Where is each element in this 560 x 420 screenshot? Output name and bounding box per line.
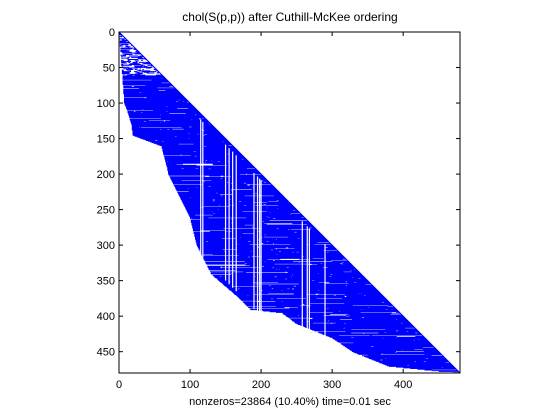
x-tick-label: 200 <box>252 379 270 391</box>
x-tick-label: 300 <box>323 379 341 391</box>
x-axis: 0 100 200 300 400 <box>116 32 412 391</box>
y-tick-label: 450 <box>97 347 115 359</box>
diagonal-entries <box>119 32 460 373</box>
chart-title: chol(S(p,p)) after Cuthill-McKee orderin… <box>182 10 397 24</box>
y-tick-label: 50 <box>103 63 115 75</box>
x-tick-label: 100 <box>181 379 199 391</box>
y-tick-label: 250 <box>97 205 115 217</box>
y-tick-label: 100 <box>97 98 115 110</box>
y-tick-label: 400 <box>97 311 115 323</box>
plot-frame <box>118 31 461 374</box>
x-tick-label: 0 <box>116 379 122 391</box>
y-tick-label: 300 <box>97 240 115 252</box>
x-axis-label: nonzeros=23864 (10.40%) time=0.01 sec <box>189 396 391 408</box>
x-tick-label: 400 <box>394 379 412 391</box>
nonzero-pattern <box>119 32 460 373</box>
y-tick-label: 150 <box>97 134 115 146</box>
y-tick-label: 200 <box>97 169 115 181</box>
y-tick-label: 0 <box>109 27 115 39</box>
y-axis: 0 50 100 150 200 250 300 350 400 450 <box>97 27 460 359</box>
y-tick-label: 350 <box>97 276 115 288</box>
